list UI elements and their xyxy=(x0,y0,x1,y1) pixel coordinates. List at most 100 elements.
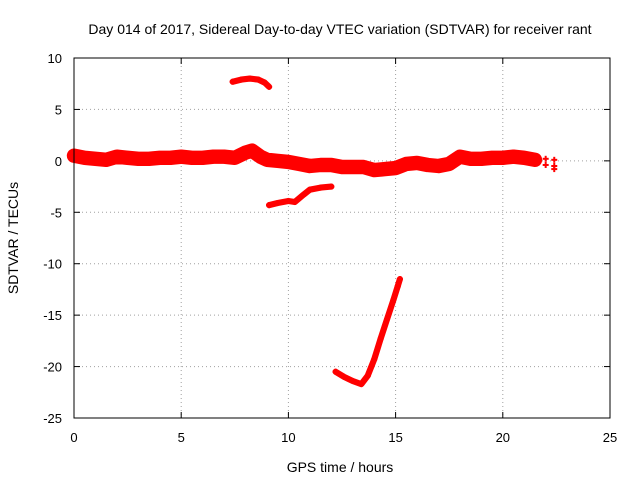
data-point xyxy=(306,186,313,193)
chart-title: Day 014 of 2017, Sidereal Day-to-day VTE… xyxy=(88,21,591,37)
data-point xyxy=(296,160,303,167)
series-1 xyxy=(229,75,273,90)
data-point xyxy=(317,184,324,191)
data-point xyxy=(349,377,356,384)
series-4 xyxy=(542,155,558,173)
data-point xyxy=(510,153,517,160)
y-axis-label: SDTVAR / TECUs xyxy=(5,182,21,294)
x-tick-label: 20 xyxy=(496,430,510,445)
data-point xyxy=(364,372,371,379)
data-point xyxy=(229,78,236,85)
series-2 xyxy=(266,183,335,209)
data-point xyxy=(255,76,262,83)
data-point xyxy=(317,161,324,168)
data-point xyxy=(358,381,365,388)
x-tick-labels: 0 5 10 15 20 25 xyxy=(70,430,617,445)
data-point xyxy=(384,316,391,323)
data-point xyxy=(300,191,307,198)
data-point xyxy=(396,276,403,283)
data-point xyxy=(246,75,253,82)
data-point xyxy=(531,156,538,163)
x-tick-label: 15 xyxy=(388,430,402,445)
data-point xyxy=(360,164,367,171)
data-point xyxy=(377,335,384,342)
data-point xyxy=(124,154,131,161)
data-point xyxy=(92,155,99,162)
data-point xyxy=(306,163,313,169)
data-point xyxy=(178,153,185,160)
data-point xyxy=(285,158,292,165)
data-point xyxy=(291,199,298,205)
data-point xyxy=(146,155,153,162)
data-point xyxy=(188,154,195,161)
data-point xyxy=(156,154,163,161)
y-tick-label: -15 xyxy=(43,308,62,323)
data-point xyxy=(332,368,339,375)
x-tick-label: 25 xyxy=(603,430,617,445)
data-point xyxy=(263,156,270,163)
x-tick-label: 10 xyxy=(281,430,295,445)
data-point xyxy=(551,166,558,173)
data-point xyxy=(257,153,264,160)
plot-frame xyxy=(73,57,611,419)
data-point xyxy=(521,154,528,161)
series-band xyxy=(66,143,543,178)
data-point xyxy=(394,283,401,290)
data-point xyxy=(242,149,249,156)
data-point xyxy=(238,76,245,83)
y-tick-label: 5 xyxy=(55,102,62,117)
data-point xyxy=(199,154,206,161)
data-point xyxy=(446,160,453,167)
data-point xyxy=(478,155,485,162)
data-point xyxy=(542,161,549,168)
data-point xyxy=(81,154,88,161)
data-point xyxy=(266,83,273,90)
data-point xyxy=(135,155,142,162)
data-point xyxy=(489,154,496,161)
y-tick-label: 0 xyxy=(55,154,62,169)
y-tick-label: -20 xyxy=(43,360,62,375)
data-point xyxy=(231,154,238,161)
data-point xyxy=(403,160,410,167)
x-tick-label: 0 xyxy=(70,430,77,445)
y-tick-label: -10 xyxy=(43,257,62,272)
x-axis-label: GPS time / hours xyxy=(287,459,394,475)
data-point xyxy=(285,197,292,204)
data-point xyxy=(424,161,431,168)
data-point xyxy=(349,164,356,171)
data-point xyxy=(266,202,273,209)
data-point xyxy=(261,79,268,86)
data-point xyxy=(392,165,399,172)
data-point xyxy=(390,296,397,303)
data-point xyxy=(274,200,281,207)
data-point xyxy=(113,153,120,160)
data-point xyxy=(371,356,378,363)
data-point xyxy=(167,154,174,161)
data-point xyxy=(371,167,378,174)
data-point xyxy=(248,147,255,154)
series-band xyxy=(332,276,403,388)
data-point xyxy=(381,166,388,173)
data-point xyxy=(341,373,348,380)
series-0 xyxy=(66,143,543,178)
data-point xyxy=(542,155,549,162)
y-tick-label: -5 xyxy=(50,205,62,220)
data-point xyxy=(328,161,335,168)
data-point xyxy=(221,153,228,160)
data-point xyxy=(103,156,110,163)
data-point xyxy=(210,153,217,160)
y-tick-label: -25 xyxy=(43,411,62,426)
data-series xyxy=(66,75,558,388)
y-tick-label: 10 xyxy=(48,51,62,66)
x-tick-label: 5 xyxy=(178,430,185,445)
data-point xyxy=(456,153,463,160)
axis-ticks xyxy=(73,57,611,419)
data-point xyxy=(274,157,281,164)
grid xyxy=(74,58,610,418)
series-3 xyxy=(332,276,403,388)
data-point xyxy=(435,163,442,169)
data-point xyxy=(467,155,474,162)
y-tick-labels: -25 -20 -15 -10 -5 0 5 10 xyxy=(43,51,62,426)
data-point xyxy=(339,164,345,171)
